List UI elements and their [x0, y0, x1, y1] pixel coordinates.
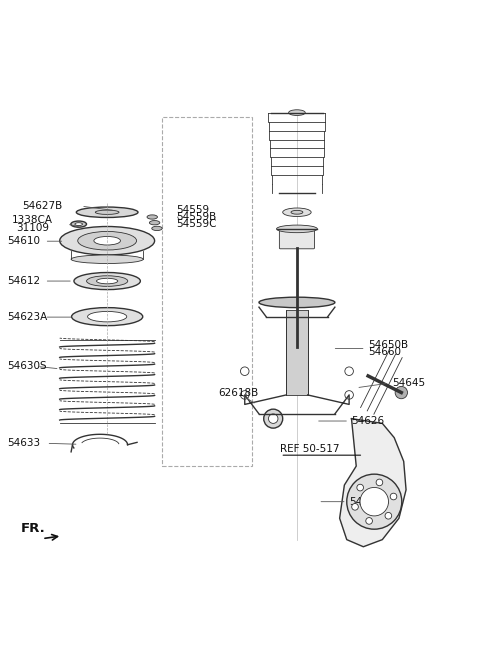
Text: 54610: 54610 — [8, 237, 40, 246]
Text: 1338CA: 1338CA — [12, 215, 53, 225]
Ellipse shape — [276, 225, 317, 233]
Text: 54650B: 54650B — [368, 340, 408, 350]
Circle shape — [390, 493, 397, 500]
Text: 54612: 54612 — [8, 276, 41, 286]
Text: 54633: 54633 — [8, 438, 41, 448]
Circle shape — [264, 409, 283, 428]
Ellipse shape — [60, 227, 155, 255]
Ellipse shape — [147, 215, 157, 219]
Text: 54627B: 54627B — [22, 201, 62, 211]
Circle shape — [376, 479, 383, 486]
Ellipse shape — [87, 311, 127, 322]
Ellipse shape — [94, 237, 120, 245]
Text: 54559: 54559 — [176, 205, 209, 215]
Circle shape — [366, 518, 372, 524]
Circle shape — [268, 414, 278, 423]
Text: 54559B: 54559B — [176, 212, 216, 222]
Ellipse shape — [75, 223, 83, 225]
Ellipse shape — [291, 210, 303, 214]
Circle shape — [240, 367, 249, 375]
Ellipse shape — [96, 279, 118, 284]
Ellipse shape — [152, 226, 162, 231]
Ellipse shape — [78, 231, 137, 250]
Ellipse shape — [74, 273, 140, 290]
Text: 62618B: 62618B — [219, 388, 259, 397]
Ellipse shape — [259, 297, 335, 307]
Circle shape — [345, 367, 353, 375]
Text: 54630S: 54630S — [8, 361, 47, 371]
Text: 54623A: 54623A — [8, 312, 48, 322]
Circle shape — [385, 512, 392, 519]
Text: 54626: 54626 — [351, 416, 384, 426]
Ellipse shape — [149, 221, 160, 225]
Circle shape — [395, 386, 408, 399]
Circle shape — [357, 484, 363, 491]
Bar — [286, 309, 308, 395]
Ellipse shape — [76, 207, 138, 217]
Circle shape — [347, 474, 402, 529]
Ellipse shape — [96, 210, 119, 214]
Text: 54645: 54645 — [392, 378, 425, 388]
Polygon shape — [340, 419, 406, 547]
Ellipse shape — [288, 110, 305, 116]
Text: FR.: FR. — [21, 522, 46, 535]
Circle shape — [345, 391, 353, 399]
Ellipse shape — [72, 307, 143, 326]
Ellipse shape — [86, 276, 128, 286]
Text: 54625B: 54625B — [349, 497, 389, 507]
Circle shape — [352, 503, 359, 510]
Bar — [162, 118, 252, 466]
Ellipse shape — [71, 221, 86, 227]
Circle shape — [360, 487, 388, 516]
Text: REF 50-517: REF 50-517 — [280, 445, 340, 455]
Text: 54660: 54660 — [368, 347, 401, 357]
Text: 54559C: 54559C — [176, 219, 216, 229]
FancyBboxPatch shape — [279, 228, 314, 249]
Ellipse shape — [283, 208, 311, 217]
Text: 31109: 31109 — [16, 223, 49, 233]
Ellipse shape — [71, 255, 143, 263]
Circle shape — [240, 391, 249, 399]
